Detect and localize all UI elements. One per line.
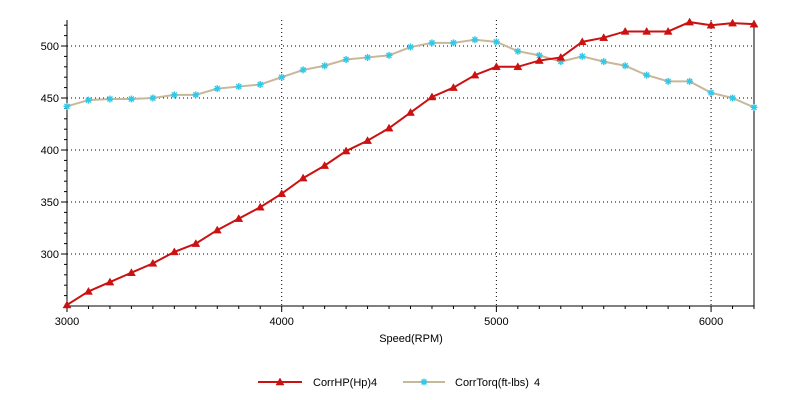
data-point bbox=[235, 83, 243, 91]
data-point bbox=[449, 83, 458, 91]
axes bbox=[66, 20, 755, 307]
data-point bbox=[84, 286, 93, 295]
data-point bbox=[385, 51, 393, 59]
data-point bbox=[407, 43, 414, 51]
data-point bbox=[728, 18, 737, 27]
data-point bbox=[169, 247, 179, 256]
data-point bbox=[556, 52, 566, 61]
x-axis-label: Speed(RPM) bbox=[379, 333, 443, 345]
data-point bbox=[706, 20, 716, 29]
data-point bbox=[148, 258, 158, 267]
legend-label-corrtorq: CorrTorq(ft-lbs) bbox=[455, 377, 529, 389]
data-point bbox=[642, 26, 652, 35]
data-point bbox=[84, 96, 92, 104]
y-tick-label: 350 bbox=[41, 197, 59, 209]
data-point bbox=[126, 268, 136, 276]
series-group bbox=[62, 17, 759, 309]
series-line bbox=[66, 21, 755, 306]
data-point bbox=[278, 73, 286, 81]
data-point bbox=[749, 19, 759, 28]
data-point bbox=[707, 89, 715, 97]
data-point bbox=[599, 33, 609, 41]
data-point bbox=[513, 62, 523, 71]
data-point bbox=[277, 189, 287, 197]
data-point bbox=[212, 225, 222, 234]
data-point bbox=[255, 202, 265, 211]
data-point bbox=[534, 56, 544, 64]
data-point bbox=[491, 62, 501, 71]
data-point bbox=[620, 26, 630, 35]
data-point bbox=[320, 161, 330, 169]
legend-label-corrhp: CorrHP(Hp) bbox=[313, 377, 371, 389]
data-point bbox=[384, 123, 394, 132]
data-point bbox=[471, 36, 479, 44]
data-point bbox=[621, 62, 629, 70]
y-tick-label: 500 bbox=[41, 41, 59, 53]
data-point bbox=[729, 94, 737, 102]
data-point bbox=[149, 94, 157, 102]
data-point bbox=[256, 80, 264, 88]
legend-run-corrhp: 4 bbox=[371, 377, 377, 389]
data-point bbox=[535, 51, 543, 59]
data-point bbox=[663, 26, 673, 35]
x-tick-label: 6000 bbox=[699, 316, 723, 328]
data-point bbox=[191, 239, 201, 247]
data-point bbox=[514, 47, 522, 55]
data-point bbox=[578, 52, 586, 60]
data-point bbox=[363, 136, 372, 144]
data-point bbox=[750, 103, 758, 111]
y-tick-label: 300 bbox=[41, 249, 59, 261]
series-corrtorq bbox=[63, 36, 758, 111]
data-point bbox=[470, 70, 480, 79]
data-point bbox=[664, 77, 672, 85]
grid bbox=[67, 20, 754, 306]
data-point bbox=[170, 91, 178, 99]
legend: CorrHP(Hp) 4 CorrTorq(ft-lbs) 4 bbox=[258, 377, 540, 389]
data-point bbox=[127, 95, 135, 103]
data-point bbox=[427, 92, 437, 101]
data-point bbox=[234, 214, 244, 222]
legend-marker-corrtorq bbox=[420, 378, 428, 386]
data-point bbox=[577, 37, 587, 46]
data-point bbox=[364, 53, 372, 61]
data-point bbox=[298, 173, 308, 182]
data-point bbox=[62, 300, 72, 309]
x-tick-label: 4000 bbox=[269, 316, 293, 328]
data-point bbox=[600, 58, 608, 66]
data-point bbox=[341, 146, 351, 155]
y-tick-label: 400 bbox=[41, 145, 59, 157]
data-point bbox=[105, 277, 115, 286]
data-point bbox=[192, 91, 200, 99]
ticks: 3000 4000 5000 6000 300 350 400 450 500 bbox=[41, 24, 755, 328]
x-tick-label: 5000 bbox=[484, 316, 508, 328]
data-point bbox=[557, 58, 565, 66]
legend-marker-corrhp bbox=[275, 377, 285, 386]
data-point bbox=[106, 95, 114, 103]
data-point bbox=[428, 39, 436, 47]
data-point bbox=[492, 38, 500, 46]
data-point bbox=[685, 17, 695, 26]
legend-run-corrtorq: 4 bbox=[534, 377, 540, 389]
data-point bbox=[643, 71, 651, 79]
data-point bbox=[299, 66, 307, 74]
data-point bbox=[213, 85, 221, 93]
data-point bbox=[686, 77, 694, 85]
data-point bbox=[321, 62, 329, 70]
data-point bbox=[406, 108, 415, 116]
data-point bbox=[449, 39, 457, 47]
x-tick-label: 3000 bbox=[55, 316, 79, 328]
data-point bbox=[63, 102, 71, 110]
y-tick-label: 450 bbox=[41, 93, 59, 105]
series-corrhp bbox=[62, 17, 759, 309]
data-point bbox=[342, 56, 350, 64]
